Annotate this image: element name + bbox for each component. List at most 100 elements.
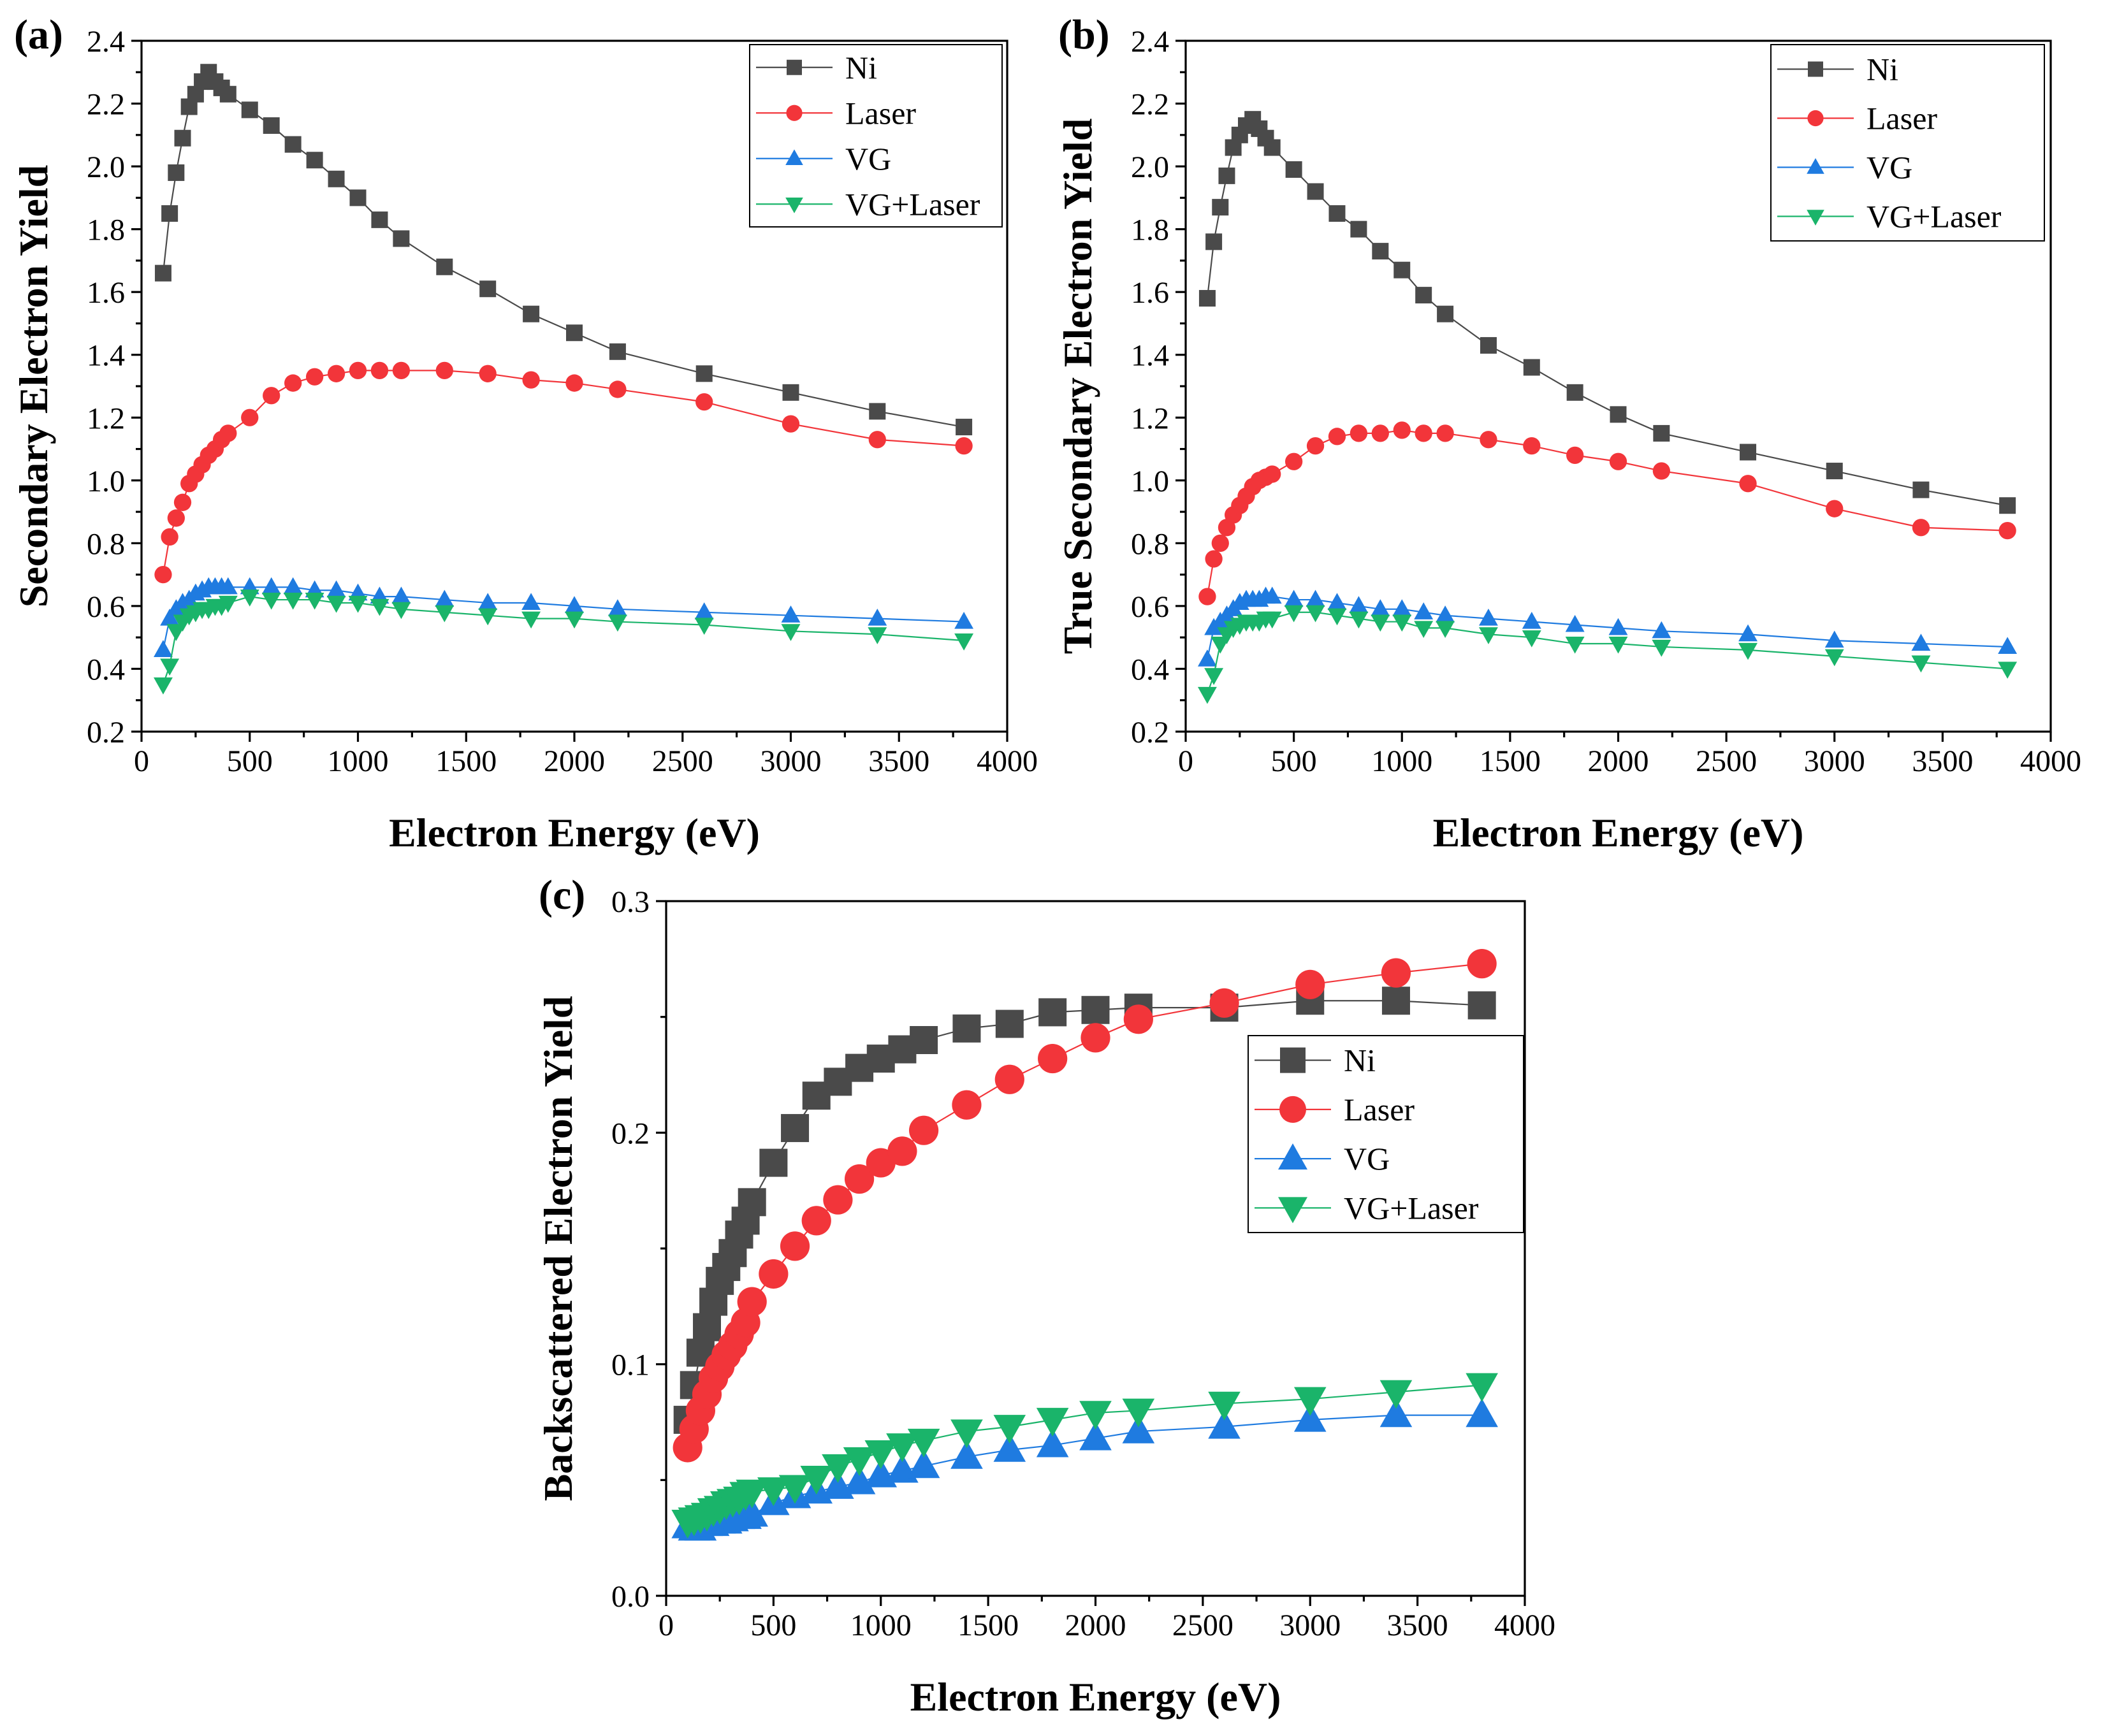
legend-marker [1807,110,1824,127]
data-point [1284,590,1304,607]
data-point [1381,958,1411,988]
data-point [1738,642,1757,660]
data-point [886,1433,919,1463]
data-point [1480,336,1497,354]
data-point [864,1440,898,1470]
data-point [1608,636,1628,654]
data-point [759,1148,788,1177]
data-point [1208,1391,1241,1421]
data-point [1122,1398,1155,1428]
x-tick-label: 3500 [1387,1609,1448,1642]
data-point [868,627,887,644]
data-point [1295,969,1325,999]
series-line [162,596,964,685]
data-point [305,593,324,610]
data-point [154,264,171,282]
data-point [1436,605,1455,623]
data-point [370,598,389,616]
legend: Ni Laser VG VG+Laser [1248,1035,1524,1233]
data-point [1739,475,1757,493]
data-point [1566,384,1583,401]
x-tick-label: 500 [750,1609,796,1642]
data-point [154,565,172,584]
legend-label: Laser [1867,101,1937,136]
data-point [782,384,799,401]
legend: Ni Laser VG VG+Laser [749,44,1003,228]
legend-item: Ni [1255,1043,1376,1078]
data-point [608,599,627,616]
y-tick-label: 2.0 [87,150,125,184]
data-point [1998,637,2018,655]
data-point [1466,1373,1498,1402]
data-point [1414,602,1434,619]
data-point [1306,437,1325,455]
data-point [219,85,236,103]
legend-item: Laser [1255,1092,1415,1127]
y-tick-label: 2.2 [87,88,125,122]
data-point [868,431,886,449]
data-point [565,374,583,392]
x-axis-label: Electron Energy (eV) [1433,810,1804,855]
data-point [168,164,185,181]
data-point [1480,431,1497,449]
data-point [1652,462,1671,480]
data-point [1038,1043,1068,1074]
data-point [1285,161,1302,178]
data-point [161,528,178,546]
data-point [1479,627,1498,644]
data-point [521,611,541,629]
data-point [695,365,713,382]
series-laser [1198,421,2016,605]
data-point [1036,1428,1069,1458]
data-point [167,509,185,527]
data-point [1081,1023,1110,1053]
data-point [1205,550,1223,568]
data-point [1328,205,1346,222]
data-point [1436,621,1455,638]
x-tick-label: 1000 [1371,744,1432,778]
data-point [1262,586,1282,604]
data-point [1123,1004,1153,1034]
x-axis-label: Electron Energy (eV) [389,810,760,855]
series-vg-plus-laser [1197,605,2018,704]
data-point [435,361,453,380]
data-point [695,393,713,411]
data-point [522,371,540,389]
legend-item: Ni [756,50,877,85]
data-point [694,602,714,619]
data-point [995,1009,1024,1038]
data-point [1349,611,1369,629]
legend-item: Ni [1777,52,1898,87]
data-point [823,1185,853,1215]
data-point [566,324,583,342]
panel-label: (c) [539,872,585,918]
data-point [1218,167,1235,184]
data-point [1079,1421,1112,1450]
data-point [1826,500,1844,517]
data-point [781,605,801,623]
data-point [263,387,280,405]
data-point [1824,630,1844,648]
data-point [1415,424,1432,442]
legend-marker [787,59,802,75]
legend-label: VG+Laser [1344,1190,1479,1226]
x-tick-label: 2000 [544,744,605,778]
data-point [952,1014,981,1043]
x-tick-label: 0 [659,1609,674,1642]
data-point [218,577,238,595]
data-point [284,136,302,153]
data-point [736,1498,768,1527]
y-tick-label: 1.8 [87,213,125,247]
data-point [1826,463,1843,480]
series-ni [1198,111,2016,514]
data-point [393,230,410,247]
y-axis-label: True Secondary Electron Yield [1055,119,1100,655]
y-tick-label: 1.6 [1131,276,1169,310]
data-point [161,205,178,222]
x-tick-label: 2500 [652,744,713,778]
legend-marker [785,198,803,213]
data-point [1911,655,1931,673]
y-axis-label: Backscattered Electron Yield [535,996,581,1501]
data-point [436,258,453,275]
data-point [1565,636,1585,654]
